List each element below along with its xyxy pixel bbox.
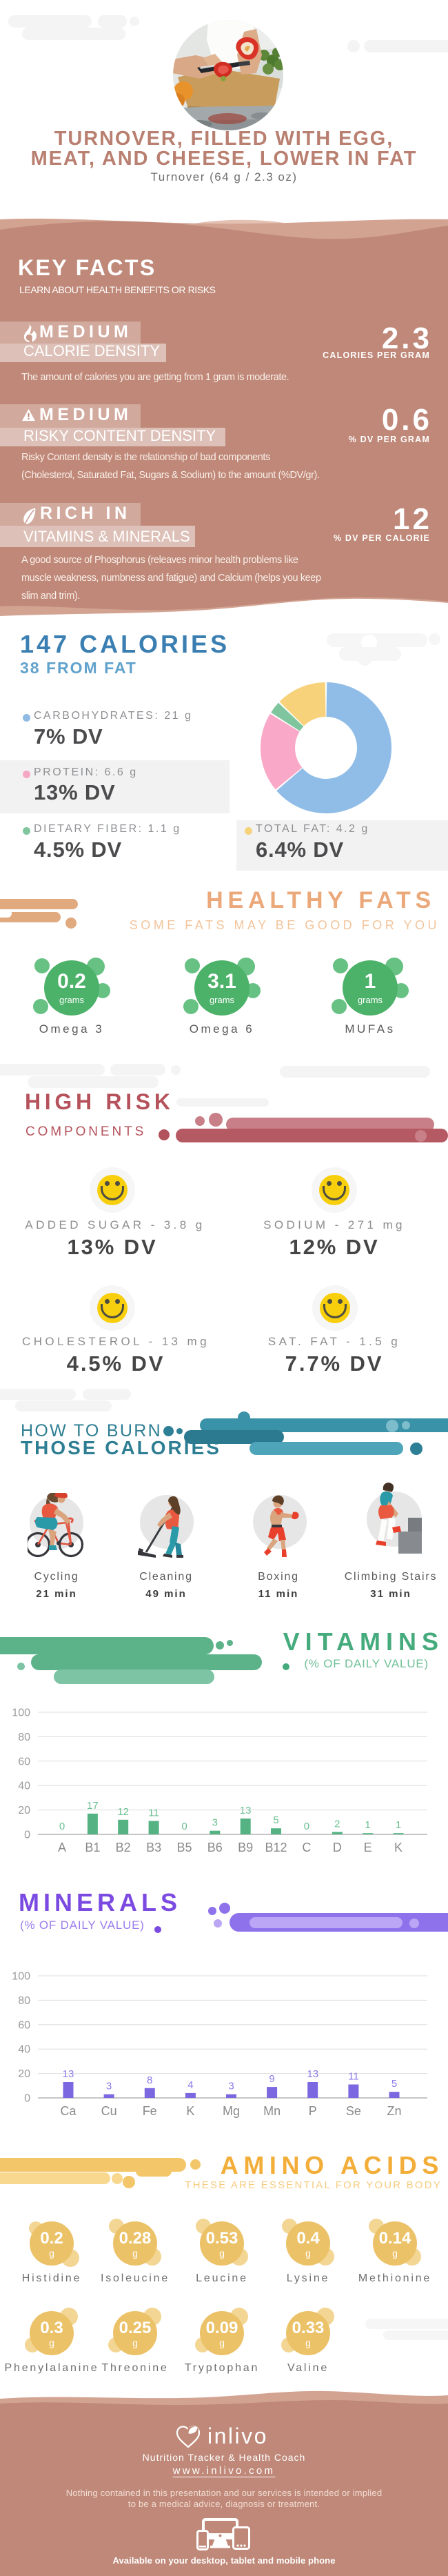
svg-text:80: 80 [18,1995,30,2007]
svg-text:Ca: Ca [60,2104,77,2118]
svg-text:K: K [186,2104,194,2118]
svg-text:9: 9 [269,2073,274,2085]
svg-text:0: 0 [304,1821,309,1832]
svg-text:100: 100 [12,1707,30,1719]
svg-text:80: 80 [18,1732,30,1743]
svg-text:Zn: Zn [387,2104,401,2118]
svg-text:5: 5 [391,2078,397,2090]
svg-text:0: 0 [24,1830,30,1841]
svg-text:0: 0 [59,1821,65,1832]
svg-text:B2: B2 [116,1841,131,1854]
svg-text:B3: B3 [146,1841,161,1854]
svg-text:B9: B9 [238,1841,253,1854]
svg-text:Mn: Mn [263,2104,281,2118]
svg-text:40: 40 [18,2044,30,2056]
svg-text:11: 11 [348,2071,359,2083]
svg-text:8: 8 [147,2074,152,2086]
svg-text:60: 60 [18,2019,30,2031]
svg-text:Mg: Mg [223,2104,240,2118]
svg-text:20: 20 [18,2068,30,2080]
svg-text:Fe: Fe [143,2104,157,2118]
svg-text:0: 0 [24,2093,30,2105]
svg-text:13: 13 [240,1805,252,1816]
svg-text:Se: Se [346,2104,361,2118]
svg-text:11: 11 [148,1807,159,1819]
svg-text:100: 100 [12,1971,30,1983]
svg-text:B6: B6 [207,1841,223,1854]
svg-text:E: E [364,1841,372,1854]
svg-text:5: 5 [273,1814,278,1826]
svg-text:D: D [333,1841,342,1854]
svg-text:A: A [58,1841,66,1854]
svg-text:20: 20 [18,1805,30,1816]
svg-text:13: 13 [307,2068,318,2080]
svg-text:Cu: Cu [101,2104,117,2118]
svg-text:12: 12 [117,1806,129,1818]
svg-text:B5: B5 [176,1841,192,1854]
svg-text:1: 1 [365,1819,370,1831]
svg-text:3: 3 [212,1817,218,1829]
svg-text:3: 3 [228,2081,234,2092]
svg-text:3: 3 [106,2081,112,2092]
svg-text:B1: B1 [85,1841,100,1854]
svg-text:C: C [302,1841,311,1854]
svg-text:4: 4 [187,2079,193,2091]
svg-text:17: 17 [87,1800,99,1812]
svg-text:K: K [394,1841,403,1854]
svg-text:B12: B12 [265,1841,287,1854]
svg-text:P: P [309,2104,317,2118]
svg-text:1: 1 [396,1819,401,1831]
svg-text:13: 13 [63,2068,74,2080]
svg-text:60: 60 [18,1756,30,1767]
svg-text:40: 40 [18,1781,30,1792]
svg-text:2: 2 [334,1819,340,1830]
svg-text:0: 0 [181,1821,187,1832]
